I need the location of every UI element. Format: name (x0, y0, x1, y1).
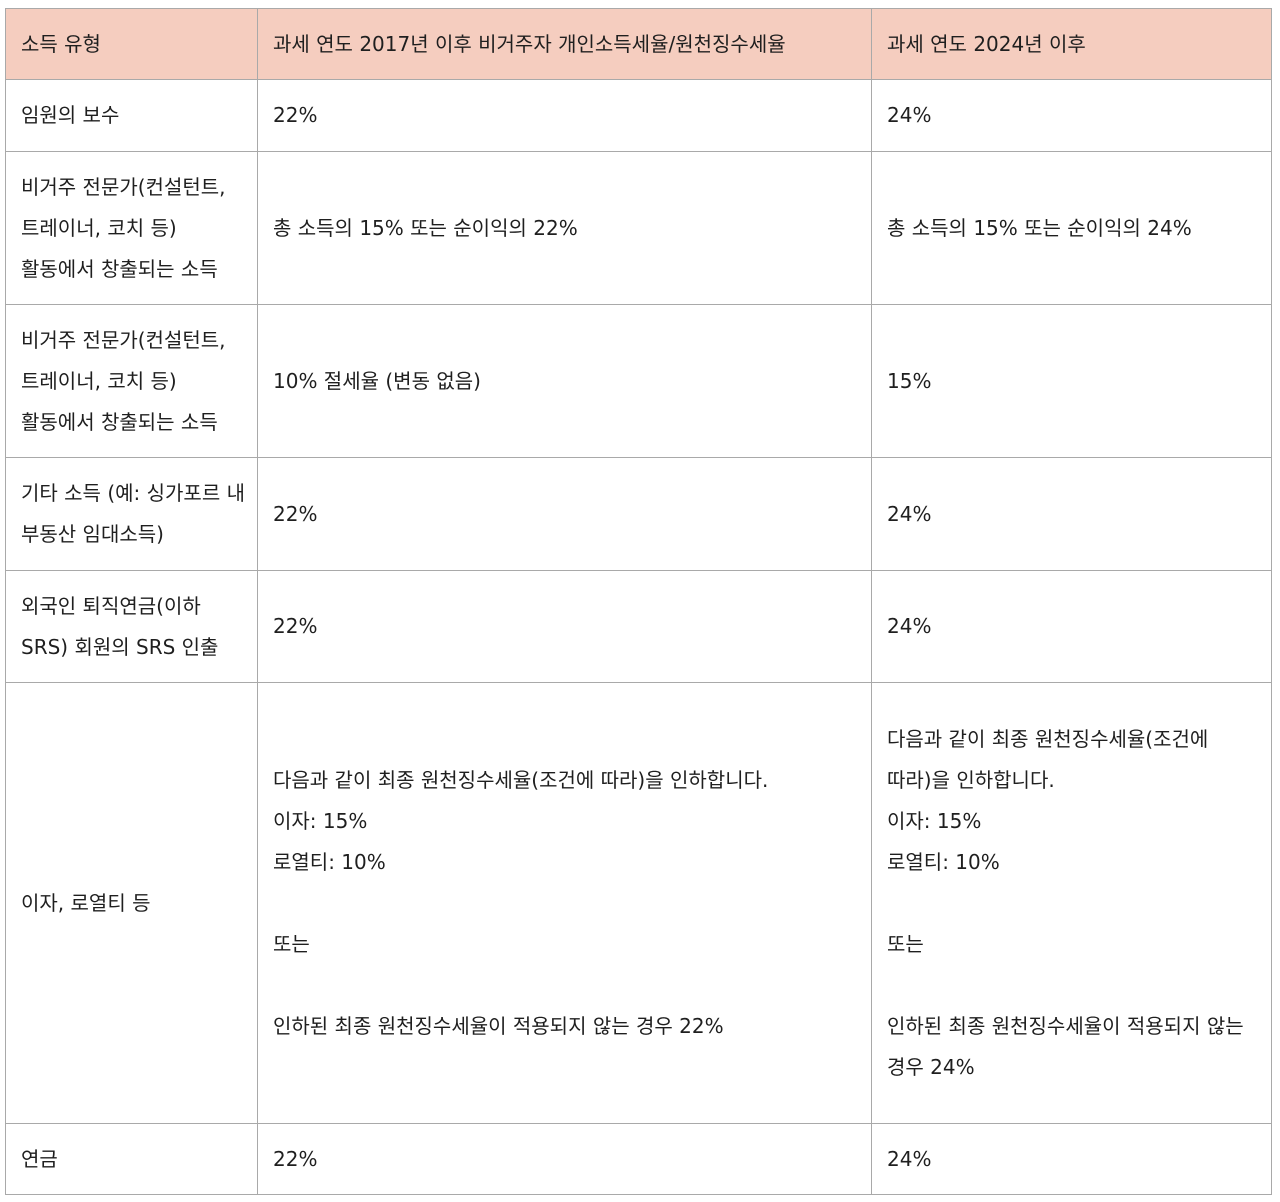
income-type-cell: 비거주 전문가(컨설턴트, 트레이너, 코치 등) 활동에서 창출되는 소득 (5, 151, 258, 305)
table-row: 연금 22% 24% (5, 1123, 1272, 1195)
table-row: 기타 소득 (예: 싱가포르 내 부동산 임대소득) 22% 24% (5, 457, 1272, 571)
header-rate-2024: 과세 연도 2024년 이후 (871, 8, 1272, 80)
rate-2017-cell: 22% (257, 79, 872, 152)
income-type-cell: 연금 (5, 1123, 258, 1195)
table-header: 소득 유형 과세 연도 2017년 이후 비거주자 개인소득세율/원천징수세율 … (5, 8, 1272, 80)
income-type-cell: 비거주 전문가(컨설턴트, 트레이너, 코치 등) 활동에서 창출되는 소득 (5, 304, 258, 458)
rate-2017-cell: 다음과 같이 최종 원천징수세율(조건에 따라)을 인하합니다. 이자: 15%… (257, 682, 872, 1124)
rate-2024-cell: 24% (871, 457, 1272, 571)
table-row: 비거주 전문가(컨설턴트, 트레이너, 코치 등) 활동에서 창출되는 소득 1… (5, 304, 1272, 458)
income-type-cell: 외국인 퇴직연금(이하 SRS) 회원의 SRS 인출 (5, 570, 258, 683)
header-rate-2017: 과세 연도 2017년 이후 비거주자 개인소득세율/원천징수세율 (257, 8, 872, 80)
header-row: 소득 유형 과세 연도 2017년 이후 비거주자 개인소득세율/원천징수세율 … (5, 8, 1272, 80)
tax-rate-table: 소득 유형 과세 연도 2017년 이후 비거주자 개인소득세율/원천징수세율 … (5, 8, 1272, 1195)
rate-2024-cell: 15% (871, 304, 1272, 458)
table-row: 임원의 보수 22% 24% (5, 79, 1272, 152)
table-row: 외국인 퇴직연금(이하 SRS) 회원의 SRS 인출 22% 24% (5, 570, 1272, 683)
rate-2024-cell: 총 소득의 15% 또는 순이익의 24% (871, 151, 1272, 305)
income-type-cell: 임원의 보수 (5, 79, 258, 152)
table-row: 이자, 로열티 등 다음과 같이 최종 원천징수세율(조건에 따라)을 인하합니… (5, 682, 1272, 1124)
header-income-type: 소득 유형 (5, 8, 258, 80)
table-row: 비거주 전문가(컨설턴트, 트레이너, 코치 등) 활동에서 창출되는 소득 총… (5, 151, 1272, 305)
rate-2024-cell: 24% (871, 79, 1272, 152)
rate-2017-cell: 22% (257, 457, 872, 571)
rate-2024-cell: 24% (871, 570, 1272, 683)
income-type-cell: 기타 소득 (예: 싱가포르 내 부동산 임대소득) (5, 457, 258, 571)
rate-2024-cell: 24% (871, 1123, 1272, 1195)
income-type-cell: 이자, 로열티 등 (5, 682, 258, 1124)
rate-2017-cell: 총 소득의 15% 또는 순이익의 22% (257, 151, 872, 305)
rate-2017-cell: 22% (257, 1123, 872, 1195)
rate-2017-cell: 10% 절세율 (변동 없음) (257, 304, 872, 458)
rate-2024-cell: 다음과 같이 최종 원천징수세율(조건에 따라)을 인하합니다. 이자: 15%… (871, 682, 1272, 1124)
rate-2017-cell: 22% (257, 570, 872, 683)
table-body: 임원의 보수 22% 24% 비거주 전문가(컨설턴트, 트레이너, 코치 등)… (5, 79, 1272, 1195)
